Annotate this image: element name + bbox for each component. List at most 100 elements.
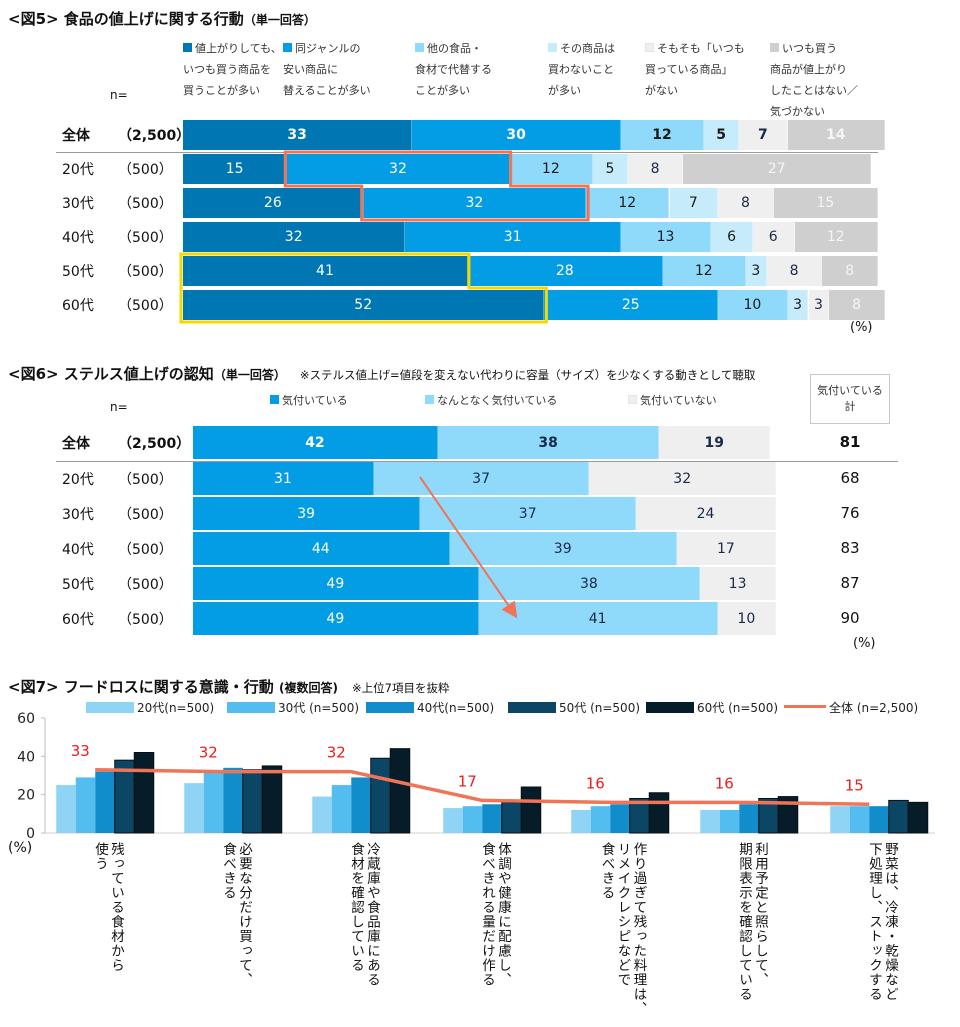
bar-s1-c6 [849,806,870,833]
fig6-unit: (%) [853,636,876,651]
bar-segment-r2-s2: 24 [636,497,776,530]
fig7-legend-item-1: 30代 (n=500) [227,699,359,716]
bar-s1-c5 [719,810,740,833]
legend-swatch [283,43,292,52]
row-n-2: （500） [118,196,173,212]
bar-segment-r3-s2: 13 [620,222,712,252]
row-n-4: （500） [118,264,173,280]
fig7-legend-item-line: 全体 (n=2,500) [784,699,918,716]
fig7-chart: 0 20 40 60 33 32 32 17 16 16 15 [17,711,935,842]
legend-item-0: 気付いている [270,390,348,411]
line-label-0: 33 [71,742,90,760]
y-tick-label-0: 0 [26,826,35,842]
x-label-0: 残っている食材から 使う [92,842,124,973]
bar-segment-r4-s0: 41 [183,256,468,286]
legend-swatch [183,43,192,52]
legend-label: 30代 (n=500) [278,701,360,715]
row-label-2: 30代 [62,506,94,523]
fig5-unit: (%) [850,320,873,335]
bar-s0-c0 [56,785,76,833]
bar-segment-r5-s4: 3 [808,290,830,320]
bar-segment-r5-s1: 25 [544,290,719,320]
bar-segment-r0-s1: 38 [437,426,660,459]
fig7-title-text: <図7> フードロスに関する意識・行動 [8,678,274,696]
legend-label: 気付いていない [640,394,717,407]
bar-s1-c2 [331,785,352,833]
row-total-3: 83 [840,538,860,557]
bar-segment-r1-s0: 15 [183,154,288,184]
bar-segment-r0-s2: 12 [620,120,705,150]
row-label-3: 40代 [62,541,94,558]
bar-s1-c4 [590,806,611,833]
fig7-legend-item-0: 20代(n=500) [86,699,214,716]
bar-s0-c6 [830,806,850,833]
row-label-4: 50代 [62,576,94,593]
bar-segment-r3-s3: 6 [711,222,753,252]
legend-item-1: なんとなく気付いている [425,390,557,411]
fig6-total-header: 気付いている 計 [810,374,890,424]
bar-segment-r1-s3: 5 [593,154,628,184]
bar-segment-r4-s5: 8 [822,256,878,286]
total-separator [56,152,878,153]
legend-label: 40代(n=500) [417,701,495,715]
bar-segment-r0-s4: 7 [739,120,788,150]
legend-label: そもそも「いつも 買っている商品」 がない [645,42,745,97]
line-label-5: 16 [715,774,734,792]
bar-s4-c0 [133,752,155,834]
bar-segment-r2-s5: 15 [773,188,878,218]
legend-label: その商品は 買わないこと が多い [548,42,615,97]
y-tick-label-1: 20 [17,788,35,804]
bar-segment-r1-s5: 27 [683,154,872,184]
fig7-subtitle: (複数回答) [279,681,339,695]
bar-segment-r0-s5: 14 [787,120,885,150]
bar-s3-c1 [242,769,263,834]
bar-s2-c6 [869,806,889,833]
fig7-legend-item-4: 60代 (n=500) [646,699,778,716]
x-label-5: 利用予定と照らして、 期限表示を確認している [736,842,768,1002]
legend-item-3: その商品は 買わないこと が多い [548,38,615,101]
row-total-1: 68 [840,468,860,487]
bar-s2-c2 [351,777,371,833]
bar-s1-c1 [203,771,224,833]
bar-s1-c3 [462,806,483,833]
row-label-5: 60代 [62,298,94,314]
bar-segment-r2-s1: 37 [420,497,637,530]
legend-label: 値上がりしても、 いつも買う商品を 買うことが多い [183,42,282,97]
legend-swatch [508,702,556,713]
bar-segment-r2-s4: 8 [718,188,774,218]
bar-s0-c5 [700,810,720,833]
fig6-title-text: <図6> ステルス値上げの認知 [8,365,214,383]
bar-segment-r0-s1: 30 [412,120,621,150]
row-n-5: （500） [118,611,173,628]
x-label-3: 体調や健康に配慮し、 食べきれる量だけ作る [479,842,511,987]
row-total-5: 90 [840,608,860,627]
fig7-note: ※上位7項目を抜粋 [352,681,450,695]
bar-segment-r2-s0: 39 [193,497,421,530]
row-n-5: （500） [118,298,173,314]
row-label-0: 全体 [62,128,90,144]
bar-segment-r3-s4: 6 [752,222,795,252]
fig7-legend-item-3: 50代 (n=500) [508,699,640,716]
bar-s0-c4 [571,810,591,833]
bar-s1-c0 [75,777,96,833]
row-total-4: 87 [840,573,860,592]
legend-line-swatch [784,705,826,708]
bar-segment-r5-s0: 49 [193,602,479,635]
legend-item-4: そもそも「いつも 買っている商品」 がない [645,38,745,101]
row-total-0: 81 [839,432,861,451]
bar-segment-r5-s5: 8 [829,290,885,320]
fig6-note: ※ステルス値上げ=値段を変えない代わりに容量（サイズ）を少なくする動きとして聴取 [299,368,756,382]
fig6-n-label: n= [110,400,128,414]
row-n-0: （2,500） [118,128,191,144]
bar-segment-r3-s1: 31 [405,222,621,252]
bar-segment-r2-s2: 12 [586,188,670,218]
bar-s4-c2 [389,748,411,834]
legend-swatch [645,43,654,52]
bar-s2-c3 [482,804,502,833]
bar-segment-r2-s1: 32 [363,188,587,218]
line-label-2: 32 [327,744,346,762]
legend-swatch [270,395,279,404]
row-label-2: 30代 [62,196,94,212]
row-n-2: （500） [118,506,173,523]
fig5-title-text: <図5> 食品の値上げに関する行動 [8,10,244,28]
